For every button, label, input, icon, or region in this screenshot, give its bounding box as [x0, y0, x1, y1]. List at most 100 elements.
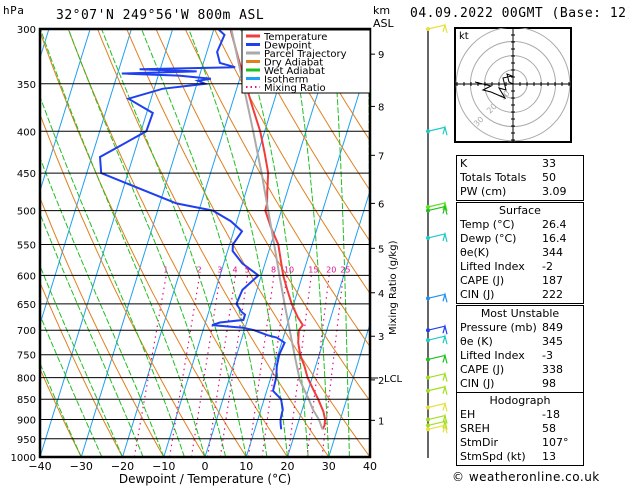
pressure-tick-label: 950 [17, 435, 36, 446]
index-label: CIN (J) [460, 377, 495, 390]
mixing-ratio-line [219, 275, 249, 457]
surface-box: Surface Temp (°C) 26.4 Dewp (°C) 16.4 θe(K… [456, 202, 584, 304]
dewpoint-line [98, 29, 286, 430]
surface-title: Surface [499, 204, 541, 217]
index-label: Pressure (mb) [460, 321, 537, 334]
mu-row: CAPE (J) 338 [460, 363, 580, 377]
most-unstable-box: Most Unstable Pressure (mb) 849 θe (K) 345… [456, 305, 584, 393]
mixing-ratio-line [190, 275, 221, 457]
wind-barb [427, 422, 448, 434]
isotherm-line [204, 29, 339, 457]
index-value: 849 [542, 321, 563, 334]
index-value: 58 [542, 422, 556, 435]
indices-top-box: K 33 Totals Totals 50 PW (cm) 3.09 [456, 155, 584, 201]
wind-barbs [426, 22, 448, 458]
pressure-tick-label: 1000 [11, 453, 36, 464]
wind-barb [427, 401, 448, 412]
wet-adiabat-line [40, 95, 185, 457]
wind-barb [427, 371, 448, 382]
pressure-unit-label: hPa [3, 4, 25, 17]
location-title: 32°07'N 249°56'W 800m ASL [56, 8, 265, 23]
isotherm-line [40, 29, 132, 326]
surface-row: Temp (°C) 26.4 [460, 218, 580, 232]
index-value: 33 [542, 157, 556, 170]
index-value: 222 [542, 288, 563, 301]
index-label: CAPE (J) [460, 363, 505, 376]
km-tick-label: 2 [378, 376, 384, 387]
datetime-title: 04.09.2022 00GMT (Base: 12) [410, 6, 629, 21]
plot-frame [38, 27, 372, 459]
mu-row: CIN (J) 98 [460, 377, 580, 391]
km-tick-label: 5 [378, 244, 384, 255]
legend-label: Temperature [263, 32, 327, 43]
dry-adiabat-line [243, 29, 370, 243]
temperature-tick-label: 30 [322, 460, 336, 473]
index-value: -3 [542, 349, 553, 362]
isotherm-line [287, 189, 370, 457]
surface-row: CAPE (J) 187 [460, 274, 580, 288]
index-value: 187 [542, 274, 563, 287]
wind-barb [427, 333, 448, 345]
km-tick-label: 1 [378, 416, 384, 427]
mu-row: Pressure (mb) 849 [460, 321, 580, 335]
x-axis-title: Dewpoint / Temperature (°C) [119, 472, 291, 486]
temperature-tick-label: −30 [70, 460, 93, 473]
index-label: Dewp (°C) [460, 232, 517, 245]
index-value: 345 [542, 335, 563, 348]
wet-adiabat-line [40, 264, 123, 457]
index-value: 50 [542, 171, 556, 184]
index-label: K [460, 157, 468, 170]
km-tick-label: 7 [378, 151, 384, 162]
wet-adiabat-line [40, 314, 103, 457]
wind-barb [427, 124, 448, 136]
pressure-tick-label: 500 [17, 207, 36, 218]
km-tick-label: 4 [378, 289, 384, 300]
temperature-tick-label: 40 [363, 460, 377, 473]
km-tick-label: 6 [378, 199, 384, 210]
isotherm-line [163, 29, 297, 457]
chart-axes [38, 27, 378, 459]
index-label: Lifted Index [460, 349, 525, 362]
pressure-tick-label: 550 [17, 240, 36, 251]
index-label: StmDir [460, 436, 499, 449]
pressure-tick-label: 850 [17, 395, 36, 406]
most-unstable-title: Most Unstable [480, 307, 560, 320]
isotherm-line [40, 29, 174, 457]
wind-barb [427, 204, 448, 215]
index-label: CAPE (J) [460, 274, 505, 287]
asl-label: ASL [373, 17, 394, 30]
index-label: θe(K) [460, 246, 490, 259]
km-tick-label: 8 [378, 102, 384, 113]
dry-adiabat-line [40, 367, 82, 457]
index-value: -18 [542, 408, 560, 421]
isotherm-line [0, 29, 8, 457]
mu-row: Lifted Index -3 [460, 349, 580, 363]
index-value: -2 [542, 260, 553, 273]
surface-row: Dewp (°C) 16.4 [460, 232, 580, 246]
index-value: 26.4 [542, 218, 567, 231]
indices-panel: K 33 Totals Totals 50 PW (cm) 3.09 Surface … [456, 155, 584, 466]
axis-labels: 1 2 3 4 5 8 10 15 20 2530035040045050055060065070… [11, 25, 403, 486]
temperature-line [229, 29, 327, 430]
hodograph-box: Hodograph EH -18 SREH 58 StmDir 107° StmSpd… [456, 393, 584, 466]
pressure-tick-label: 350 [17, 80, 36, 91]
hodo-row: StmDir 107° [460, 436, 580, 450]
hodograph-title: Hodograph [489, 394, 551, 407]
surface-row: CIN (J) 222 [460, 288, 580, 302]
pressure-tick-label: 700 [17, 326, 36, 337]
wet-adiabat-line [40, 362, 82, 457]
dry-adiabat-line [272, 29, 370, 192]
surface-row: Lifted Index -2 [460, 260, 580, 274]
pressure-tick-label: 750 [17, 351, 36, 362]
index-value: 3.09 [542, 185, 567, 198]
mixing-ratio-label: 25 [340, 265, 350, 274]
hodograph-unit-label: kt [459, 31, 469, 42]
copyright-link[interactable]: © weatheronline.co.uk [452, 470, 600, 484]
index-label: EH [460, 408, 476, 421]
pressure-tick-label: 300 [17, 25, 36, 36]
mixing-ratio-label: 20 [326, 265, 336, 274]
temperature-tick-label: 0 [202, 460, 209, 473]
dry-adiabat-line [213, 29, 370, 295]
temperature-tick-label: −10 [152, 460, 175, 473]
